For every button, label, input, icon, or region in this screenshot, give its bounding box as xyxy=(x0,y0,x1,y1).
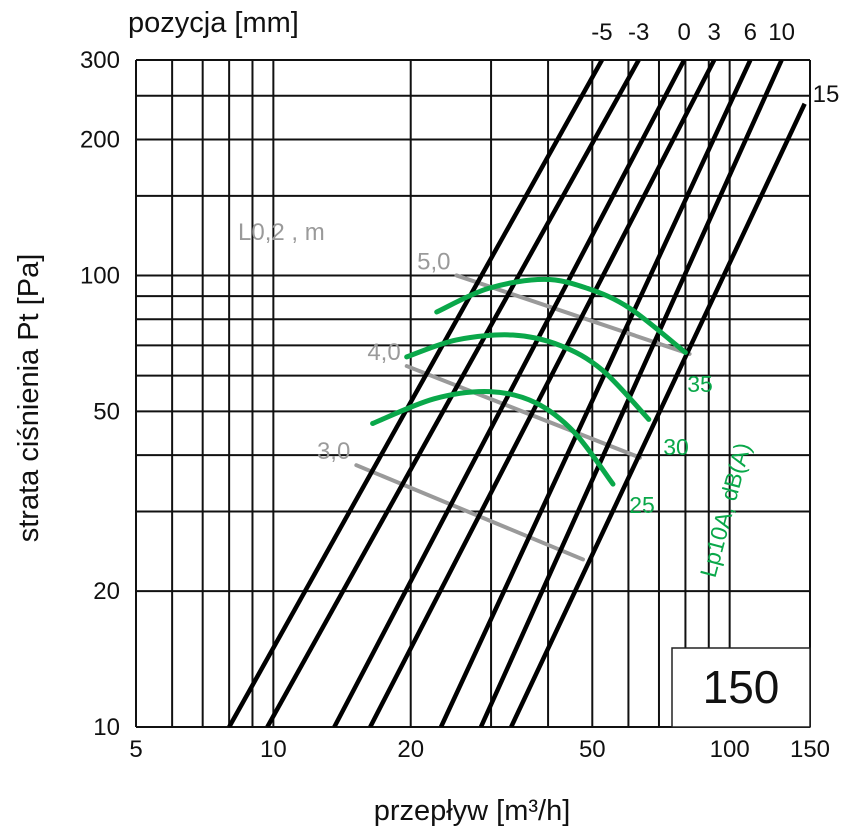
size-label: 150 xyxy=(703,661,780,713)
x-tick-label: 50 xyxy=(579,736,606,763)
x-tick-label: 150 xyxy=(790,736,830,763)
x-tick-label: 10 xyxy=(260,736,287,763)
y-tick-labels: 10 20 50 100 200 300 xyxy=(80,47,120,741)
noise-curve xyxy=(404,332,652,422)
throw-line-label: 4,0 xyxy=(367,339,400,366)
x-tick-label: 5 xyxy=(129,736,142,763)
throw-line-label: 3,0 xyxy=(317,438,350,465)
y-axis-label: strata ciśnienia Pt [Pa] xyxy=(13,254,45,543)
y-tick-label: 300 xyxy=(80,47,120,74)
position-line-label: 3 xyxy=(708,19,721,46)
x-tick-label: 100 xyxy=(710,736,750,763)
throw-line xyxy=(354,463,585,562)
y-tick-label: 100 xyxy=(80,262,120,289)
top-label: pozycja [mm] xyxy=(128,7,299,39)
y-tick-label: 200 xyxy=(80,127,120,154)
position-line xyxy=(368,60,717,727)
position-line xyxy=(478,60,784,727)
position-line-label: 0 xyxy=(678,19,691,46)
noise-curves xyxy=(370,276,688,487)
x-tick-labels: 5 10 20 50 100 150 xyxy=(129,736,830,763)
throw-line-label: 5,0 xyxy=(417,248,450,275)
position-line-label: 6 xyxy=(744,19,757,46)
throw-line xyxy=(404,364,642,460)
position-line-label: -5 xyxy=(591,19,612,46)
y-tick-label: 20 xyxy=(93,578,120,605)
position-line xyxy=(227,60,604,727)
plot-area xyxy=(227,60,807,727)
position-line-label: 15 xyxy=(813,81,840,108)
x-axis-label: przepływ [m³/h] xyxy=(374,795,571,827)
noise-curve xyxy=(434,276,688,355)
position-lines xyxy=(227,60,807,727)
noise-curve xyxy=(370,389,616,487)
y-tick-label: 50 xyxy=(93,398,120,425)
throw-legend-label: L0,2 , m xyxy=(238,219,325,246)
size-box xyxy=(671,647,811,728)
noise-curve-label: 25 xyxy=(629,492,655,518)
y-tick-label: 10 xyxy=(93,714,120,741)
position-line-label: 10 xyxy=(768,19,795,46)
position-line xyxy=(438,60,753,727)
position-line xyxy=(509,102,807,727)
noise-curve-label: 35 xyxy=(687,371,713,397)
position-line-label: -3 xyxy=(628,19,649,46)
x-tick-label: 20 xyxy=(397,736,424,763)
noise-curve-label: 30 xyxy=(663,434,689,460)
